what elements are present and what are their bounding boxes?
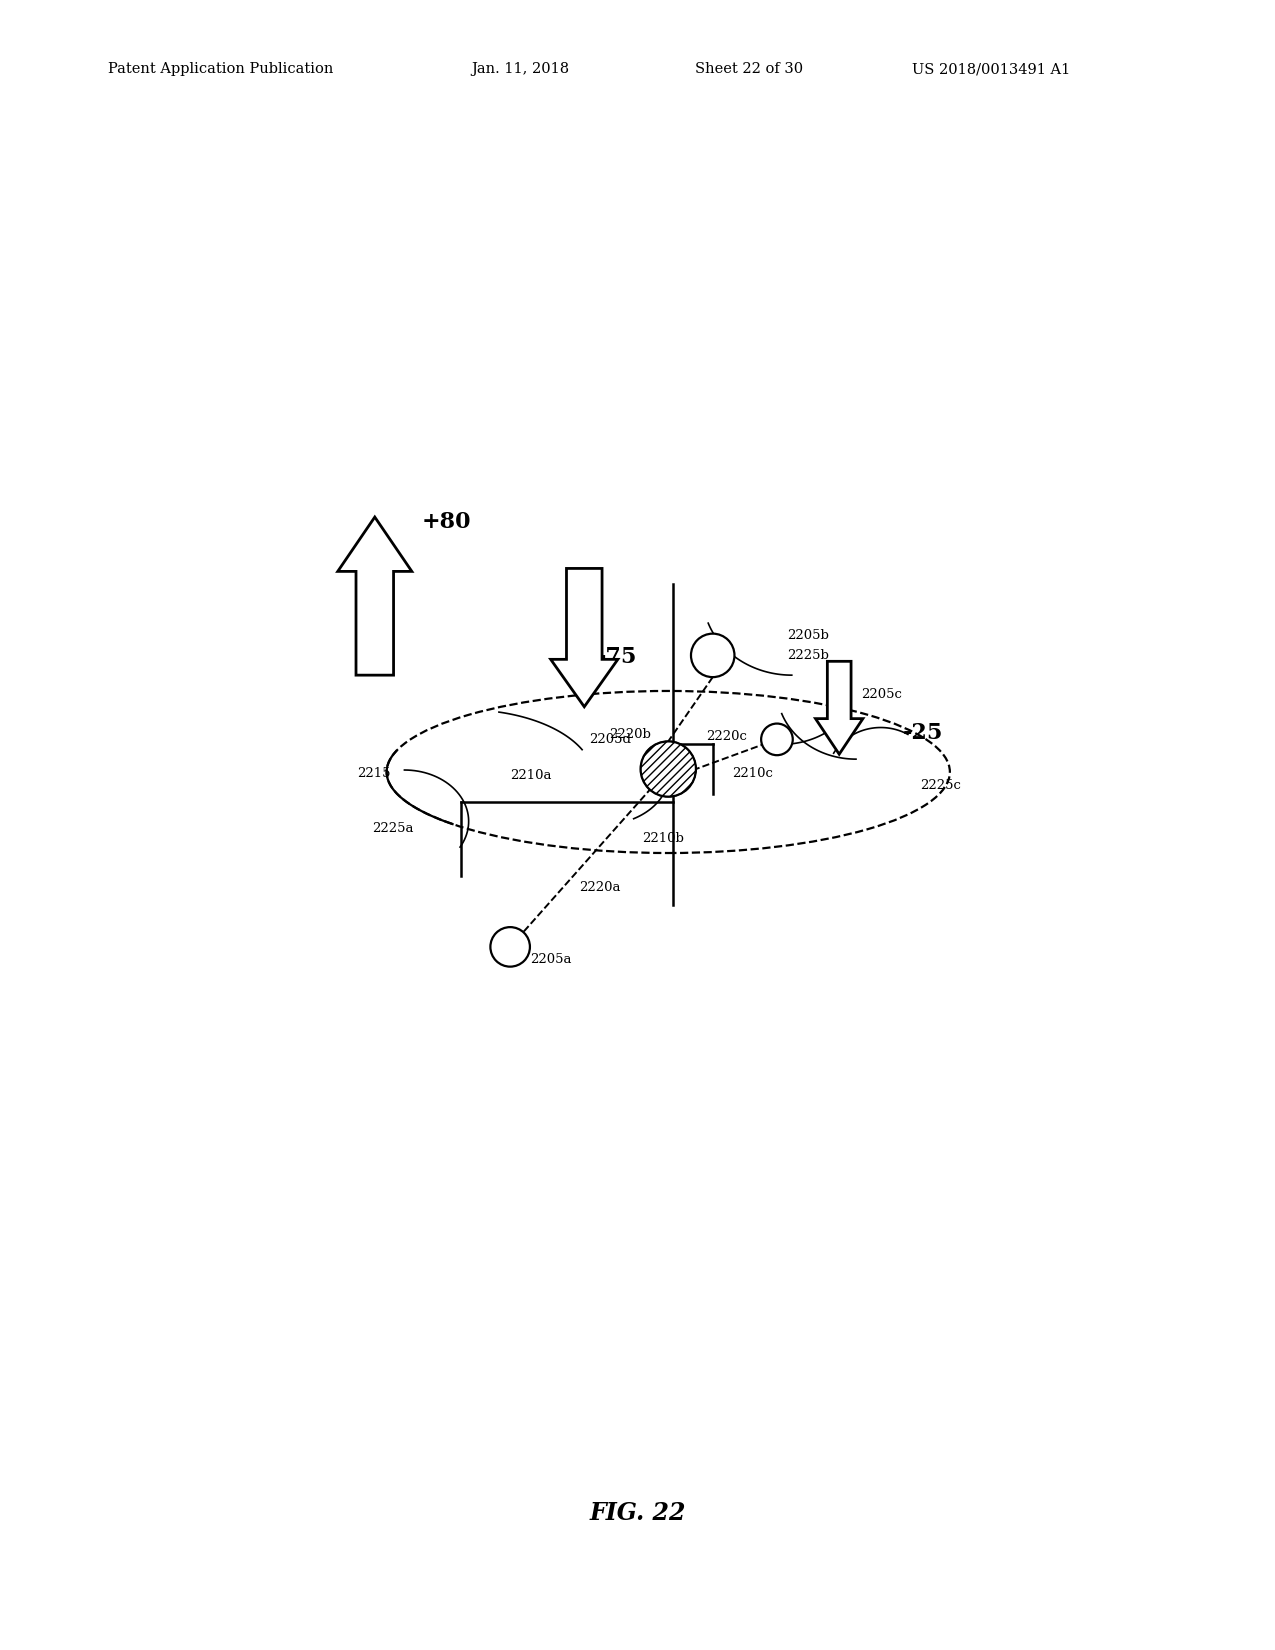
Text: 2215: 2215	[357, 767, 390, 780]
Text: 2205a: 2205a	[530, 954, 571, 967]
Text: 2210b: 2210b	[643, 832, 685, 845]
Text: 2210c: 2210c	[732, 767, 774, 780]
Text: 2210a: 2210a	[510, 769, 552, 782]
Text: 2225a: 2225a	[372, 822, 413, 835]
Text: 2225c: 2225c	[921, 779, 961, 792]
Circle shape	[761, 724, 793, 756]
Text: 2205d: 2205d	[589, 733, 631, 746]
Text: 2205c: 2205c	[861, 688, 901, 701]
Text: -25: -25	[903, 723, 942, 744]
Text: Jan. 11, 2018: Jan. 11, 2018	[472, 63, 570, 76]
Text: 2220c: 2220c	[706, 729, 747, 742]
Text: -75: -75	[597, 647, 636, 668]
Text: Sheet 22 of 30: Sheet 22 of 30	[695, 63, 803, 76]
Text: 2220a: 2220a	[579, 881, 621, 894]
Text: 2225b: 2225b	[787, 648, 829, 662]
Circle shape	[640, 741, 696, 797]
Polygon shape	[551, 569, 618, 706]
Text: +80: +80	[421, 512, 470, 533]
Text: US 2018/0013491 A1: US 2018/0013491 A1	[912, 63, 1070, 76]
Circle shape	[491, 927, 530, 967]
Polygon shape	[816, 662, 863, 754]
Text: Patent Application Publication: Patent Application Publication	[108, 63, 334, 76]
Text: 2205b: 2205b	[787, 629, 829, 642]
Circle shape	[691, 634, 734, 676]
Text: FIG. 22: FIG. 22	[589, 1502, 686, 1525]
Polygon shape	[338, 516, 412, 675]
Text: 2220b: 2220b	[609, 728, 650, 741]
